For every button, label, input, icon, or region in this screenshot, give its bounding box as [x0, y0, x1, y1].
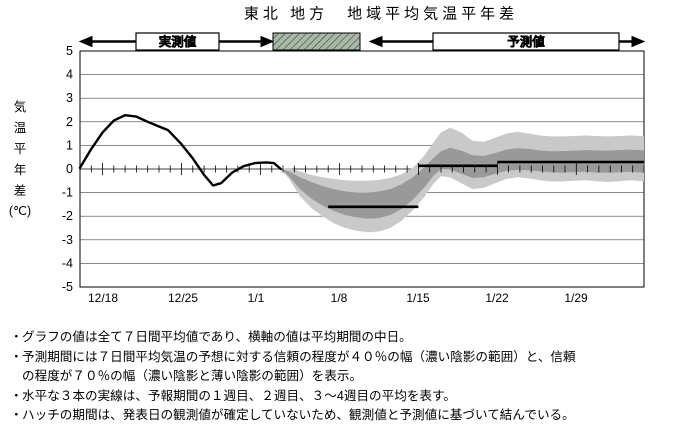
svg-text:年: 年: [14, 163, 27, 177]
svg-text:予測期間には７日間平均気温の予想に対する信頼の程度が４０％の: 予測期間には７日間平均気温の予想に対する信頼の程度が４０％の幅（濃い陰影の範囲）…: [22, 349, 576, 364]
svg-text:グラフの値は全て７日間平均値であり、横軸の値は平均期間の中日: グラフの値は全て７日間平均値であり、横軸の値は平均期間の中日。: [22, 329, 412, 344]
svg-text:・: ・: [10, 408, 23, 422]
svg-text:-3: -3: [62, 233, 73, 247]
svg-text:4: 4: [66, 68, 73, 82]
svg-text:1: 1: [66, 138, 73, 152]
svg-text:1/1: 1/1: [248, 291, 265, 305]
svg-text:-2: -2: [62, 209, 73, 223]
svg-text:東北 地方 地域平均気温平年差: 東北 地方 地域平均気温平年差: [244, 6, 518, 23]
svg-text:予測値: 予測値: [507, 34, 545, 49]
svg-text:1/15: 1/15: [406, 291, 430, 305]
svg-text:水平な３本の実線は、予報期間の１週目、２週目、３～4週目の平: 水平な３本の実線は、予報期間の１週目、２週目、３～4週目の平均を表す。: [22, 388, 456, 403]
svg-text:12/25: 12/25: [168, 291, 198, 305]
svg-text:ハッチの期間は、発表日の観測値が確定していないため、観測値と: ハッチの期間は、発表日の観測値が確定していないため、観測値と予測値に基づいて結ん…: [22, 407, 575, 422]
svg-text:2: 2: [66, 115, 73, 129]
svg-text:温: 温: [14, 121, 27, 135]
svg-text:気: 気: [14, 99, 27, 114]
svg-text:(℃): (℃): [9, 204, 31, 218]
svg-text:-4: -4: [62, 256, 73, 270]
svg-text:実測値: 実測値: [159, 34, 197, 49]
svg-text:12/18: 12/18: [88, 291, 118, 305]
svg-text:-1: -1: [62, 186, 73, 200]
svg-text:平: 平: [14, 142, 27, 156]
svg-text:・: ・: [10, 330, 23, 344]
svg-text:-5: -5: [62, 280, 73, 294]
svg-text:5: 5: [66, 44, 73, 58]
svg-text:・: ・: [10, 350, 23, 364]
svg-text:1/8: 1/8: [331, 291, 348, 305]
svg-text:0: 0: [66, 162, 73, 176]
svg-text:3: 3: [66, 91, 73, 105]
svg-text:・: ・: [10, 389, 23, 403]
svg-text:差: 差: [14, 184, 27, 198]
svg-text:1/29: 1/29: [564, 291, 588, 305]
svg-text:1/22: 1/22: [485, 291, 509, 305]
svg-text:の程度が７０％の幅（濃い陰影と薄い陰影の範囲）を表示。: の程度が７０％の幅（濃い陰影と薄い陰影の範囲）を表示。: [22, 368, 362, 383]
